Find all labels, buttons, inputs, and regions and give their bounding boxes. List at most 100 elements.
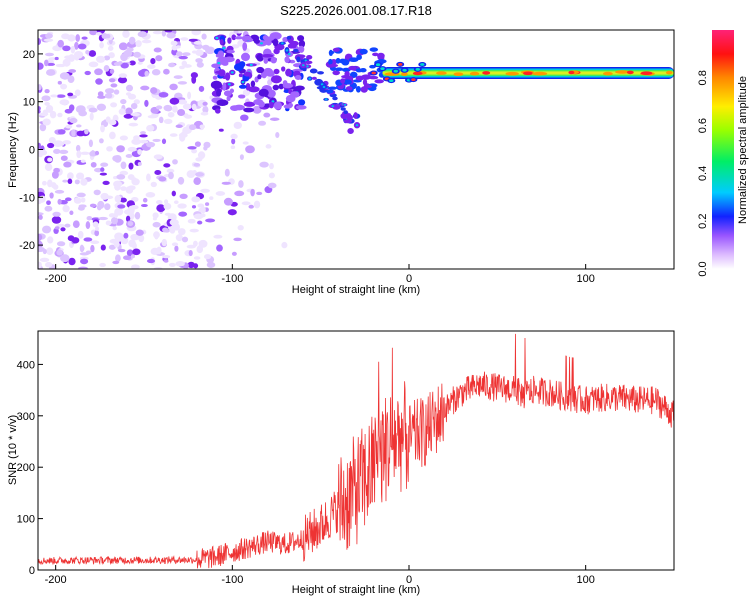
dense-blob — [273, 101, 282, 110]
noise-blob — [49, 110, 57, 119]
noise-blob — [38, 149, 48, 156]
noise-blob — [80, 178, 88, 186]
noise-blob — [167, 111, 175, 118]
noise-blob — [95, 32, 102, 36]
noise-blob — [85, 49, 90, 55]
noise-blob — [90, 150, 96, 157]
noise-blob — [281, 241, 288, 249]
noise-blob — [252, 105, 262, 114]
dense-blob-core — [249, 63, 253, 67]
noise-blob — [94, 150, 100, 156]
noise-blob — [127, 146, 137, 152]
noise-blob — [42, 109, 48, 117]
noise-blob — [172, 159, 178, 165]
noise-blob — [150, 181, 157, 188]
noise-blob — [38, 212, 44, 216]
dense-blob-core — [227, 83, 231, 86]
noise-blob — [45, 69, 56, 76]
noise-blob — [114, 194, 122, 203]
noise-blob — [178, 211, 188, 217]
streak-core — [355, 124, 359, 127]
dense-blob — [217, 50, 225, 59]
noise-blob — [242, 89, 251, 96]
streak-blob — [317, 71, 324, 75]
noise-blob — [156, 204, 166, 213]
noise-blob — [234, 190, 245, 197]
colorbar: 0.0 0.2 0.4 0.6 0.8 Normalized spectral ampl… — [697, 30, 749, 277]
noise-blob — [259, 161, 269, 168]
noise-blob — [231, 251, 237, 256]
transition-blob — [355, 75, 365, 81]
noise-blob — [100, 192, 109, 200]
noise-blob — [74, 179, 80, 185]
noise-blob — [86, 215, 93, 221]
noise-blob — [92, 221, 99, 228]
noise-blob — [230, 133, 238, 140]
streak-blob — [353, 112, 358, 119]
transition-blob — [343, 79, 352, 85]
noise-blob — [94, 229, 100, 237]
noise-blob — [108, 213, 116, 218]
transition-blob — [377, 56, 385, 60]
signal-hotspot — [505, 71, 519, 76]
noise-blob — [137, 148, 143, 155]
streak-blob — [306, 54, 313, 60]
noise-blob — [69, 210, 74, 216]
transition-blob — [355, 68, 363, 73]
noise-blob — [56, 223, 66, 228]
noise-blob — [39, 123, 47, 132]
noise-blob — [172, 105, 178, 113]
chart-title: S225.2026.001.08.17.R18 — [280, 3, 432, 18]
noise-blob — [231, 34, 237, 41]
noise-blob — [177, 99, 188, 105]
noise-blob — [67, 235, 75, 242]
spectrogram-heatmap — [38, 30, 674, 269]
noise-blob — [248, 204, 254, 209]
noise-blob — [140, 203, 148, 208]
noise-blob — [175, 234, 183, 242]
noise-blob — [44, 59, 49, 67]
noise-blob — [130, 233, 140, 241]
noise-blob — [191, 205, 197, 209]
noise-blob — [169, 97, 180, 105]
spectrogram-x-tick-label: -100 — [221, 273, 243, 285]
noise-blob — [197, 151, 206, 160]
noise-blob — [53, 167, 60, 173]
noise-blob — [104, 203, 111, 211]
dense-blob — [223, 90, 232, 97]
noise-blob — [98, 138, 104, 144]
transition-blob — [368, 75, 379, 80]
spectrogram-y-tick-label: -20 — [19, 240, 35, 252]
noise-blob — [76, 192, 86, 198]
streak-core — [308, 77, 312, 80]
noise-blob — [38, 84, 42, 91]
dense-blob — [268, 101, 274, 109]
streak-core — [324, 98, 328, 101]
noise-blob — [146, 258, 156, 264]
noise-blob — [193, 240, 198, 247]
signal-hotspot — [532, 71, 548, 76]
noise-blob — [137, 61, 143, 65]
noise-blob — [268, 172, 275, 179]
dense-blob — [262, 34, 269, 41]
streak-core — [320, 83, 324, 86]
noise-blob — [152, 221, 161, 228]
transition-blob — [329, 50, 335, 54]
noise-blob — [188, 38, 198, 42]
noise-blob — [47, 236, 54, 244]
noise-blob — [93, 189, 101, 196]
noise-blob — [80, 159, 86, 163]
noise-blob — [166, 168, 175, 174]
noise-blob — [194, 141, 201, 147]
dense-blob — [282, 80, 288, 87]
snr-y-tick-label: 300 — [17, 411, 35, 423]
dense-blob — [215, 108, 221, 114]
noise-blob — [140, 131, 146, 135]
noise-blob — [200, 188, 210, 193]
dense-blob — [257, 74, 262, 80]
noise-blob — [57, 198, 62, 205]
dense-blob — [298, 99, 306, 106]
noise-blob — [128, 122, 139, 127]
noise-blob — [88, 139, 93, 148]
signal-wave-core — [380, 67, 385, 70]
